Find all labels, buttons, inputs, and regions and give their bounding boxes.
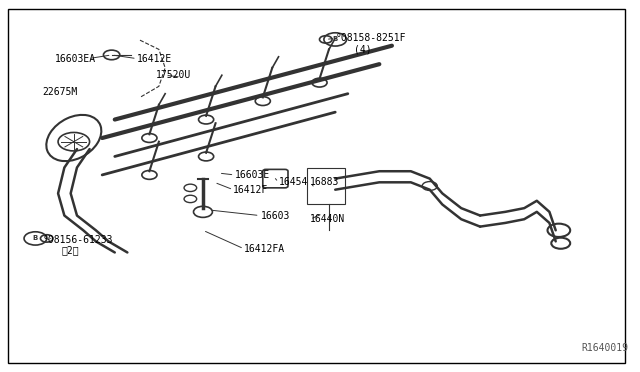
Text: 16603E: 16603E	[234, 170, 269, 180]
Text: °08158-8251F: °08158-8251F	[335, 33, 406, 43]
Text: 16412F: 16412F	[233, 185, 268, 195]
Text: 16440N: 16440N	[310, 214, 346, 224]
Text: R1640019: R1640019	[581, 343, 628, 353]
Text: （2）: （2）	[61, 246, 79, 256]
Text: B: B	[333, 36, 338, 42]
Text: 16412FA: 16412FA	[244, 244, 285, 254]
Text: 16883: 16883	[310, 177, 339, 187]
Text: °08156-61233: °08156-61233	[42, 234, 113, 244]
Text: B: B	[33, 235, 38, 241]
Text: 16454: 16454	[278, 177, 308, 187]
Text: 22675M: 22675M	[42, 87, 77, 97]
Text: (4): (4)	[354, 44, 372, 54]
Text: 17520U: 17520U	[156, 70, 191, 80]
Text: 16603: 16603	[261, 211, 291, 221]
Text: 16412E: 16412E	[137, 54, 172, 64]
Text: 16603EA: 16603EA	[55, 54, 96, 64]
